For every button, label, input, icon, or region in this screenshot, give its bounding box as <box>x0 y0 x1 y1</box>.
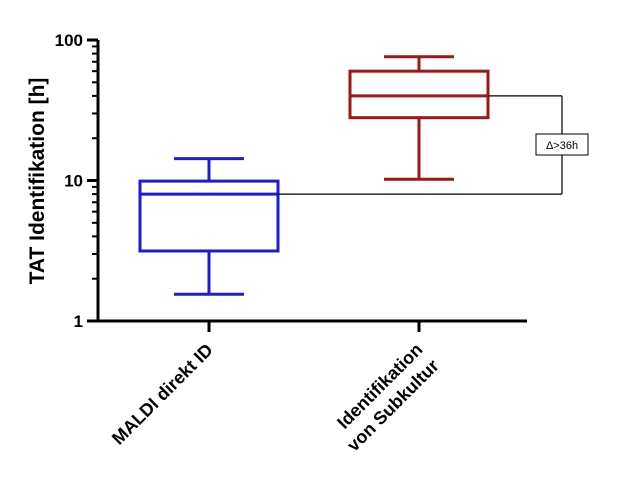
difference-annotation: Δ>36h <box>278 95 589 195</box>
box-2 <box>348 55 490 181</box>
annotation-label: Δ>36h <box>546 140 578 152</box>
x-category-label: MALDI direkt ID <box>108 340 217 449</box>
iqr-box <box>138 179 280 253</box>
x-category-label: Identifikationvon Subkultur <box>327 339 443 455</box>
y-tick-label: 1 <box>74 312 83 331</box>
box-1 <box>138 157 280 296</box>
y-tick-label: 10 <box>64 172 83 191</box>
y-axis: 1 10 100 <box>55 31 100 331</box>
box-series <box>138 55 490 296</box>
y-axis-title: TAT Identifikation [h] <box>26 78 49 285</box>
y-tick-label: 100 <box>55 31 83 50</box>
x-axis: MALDI direkt ID Identifikationvon Subkult… <box>96 319 527 455</box>
annotation-box <box>535 133 589 156</box>
